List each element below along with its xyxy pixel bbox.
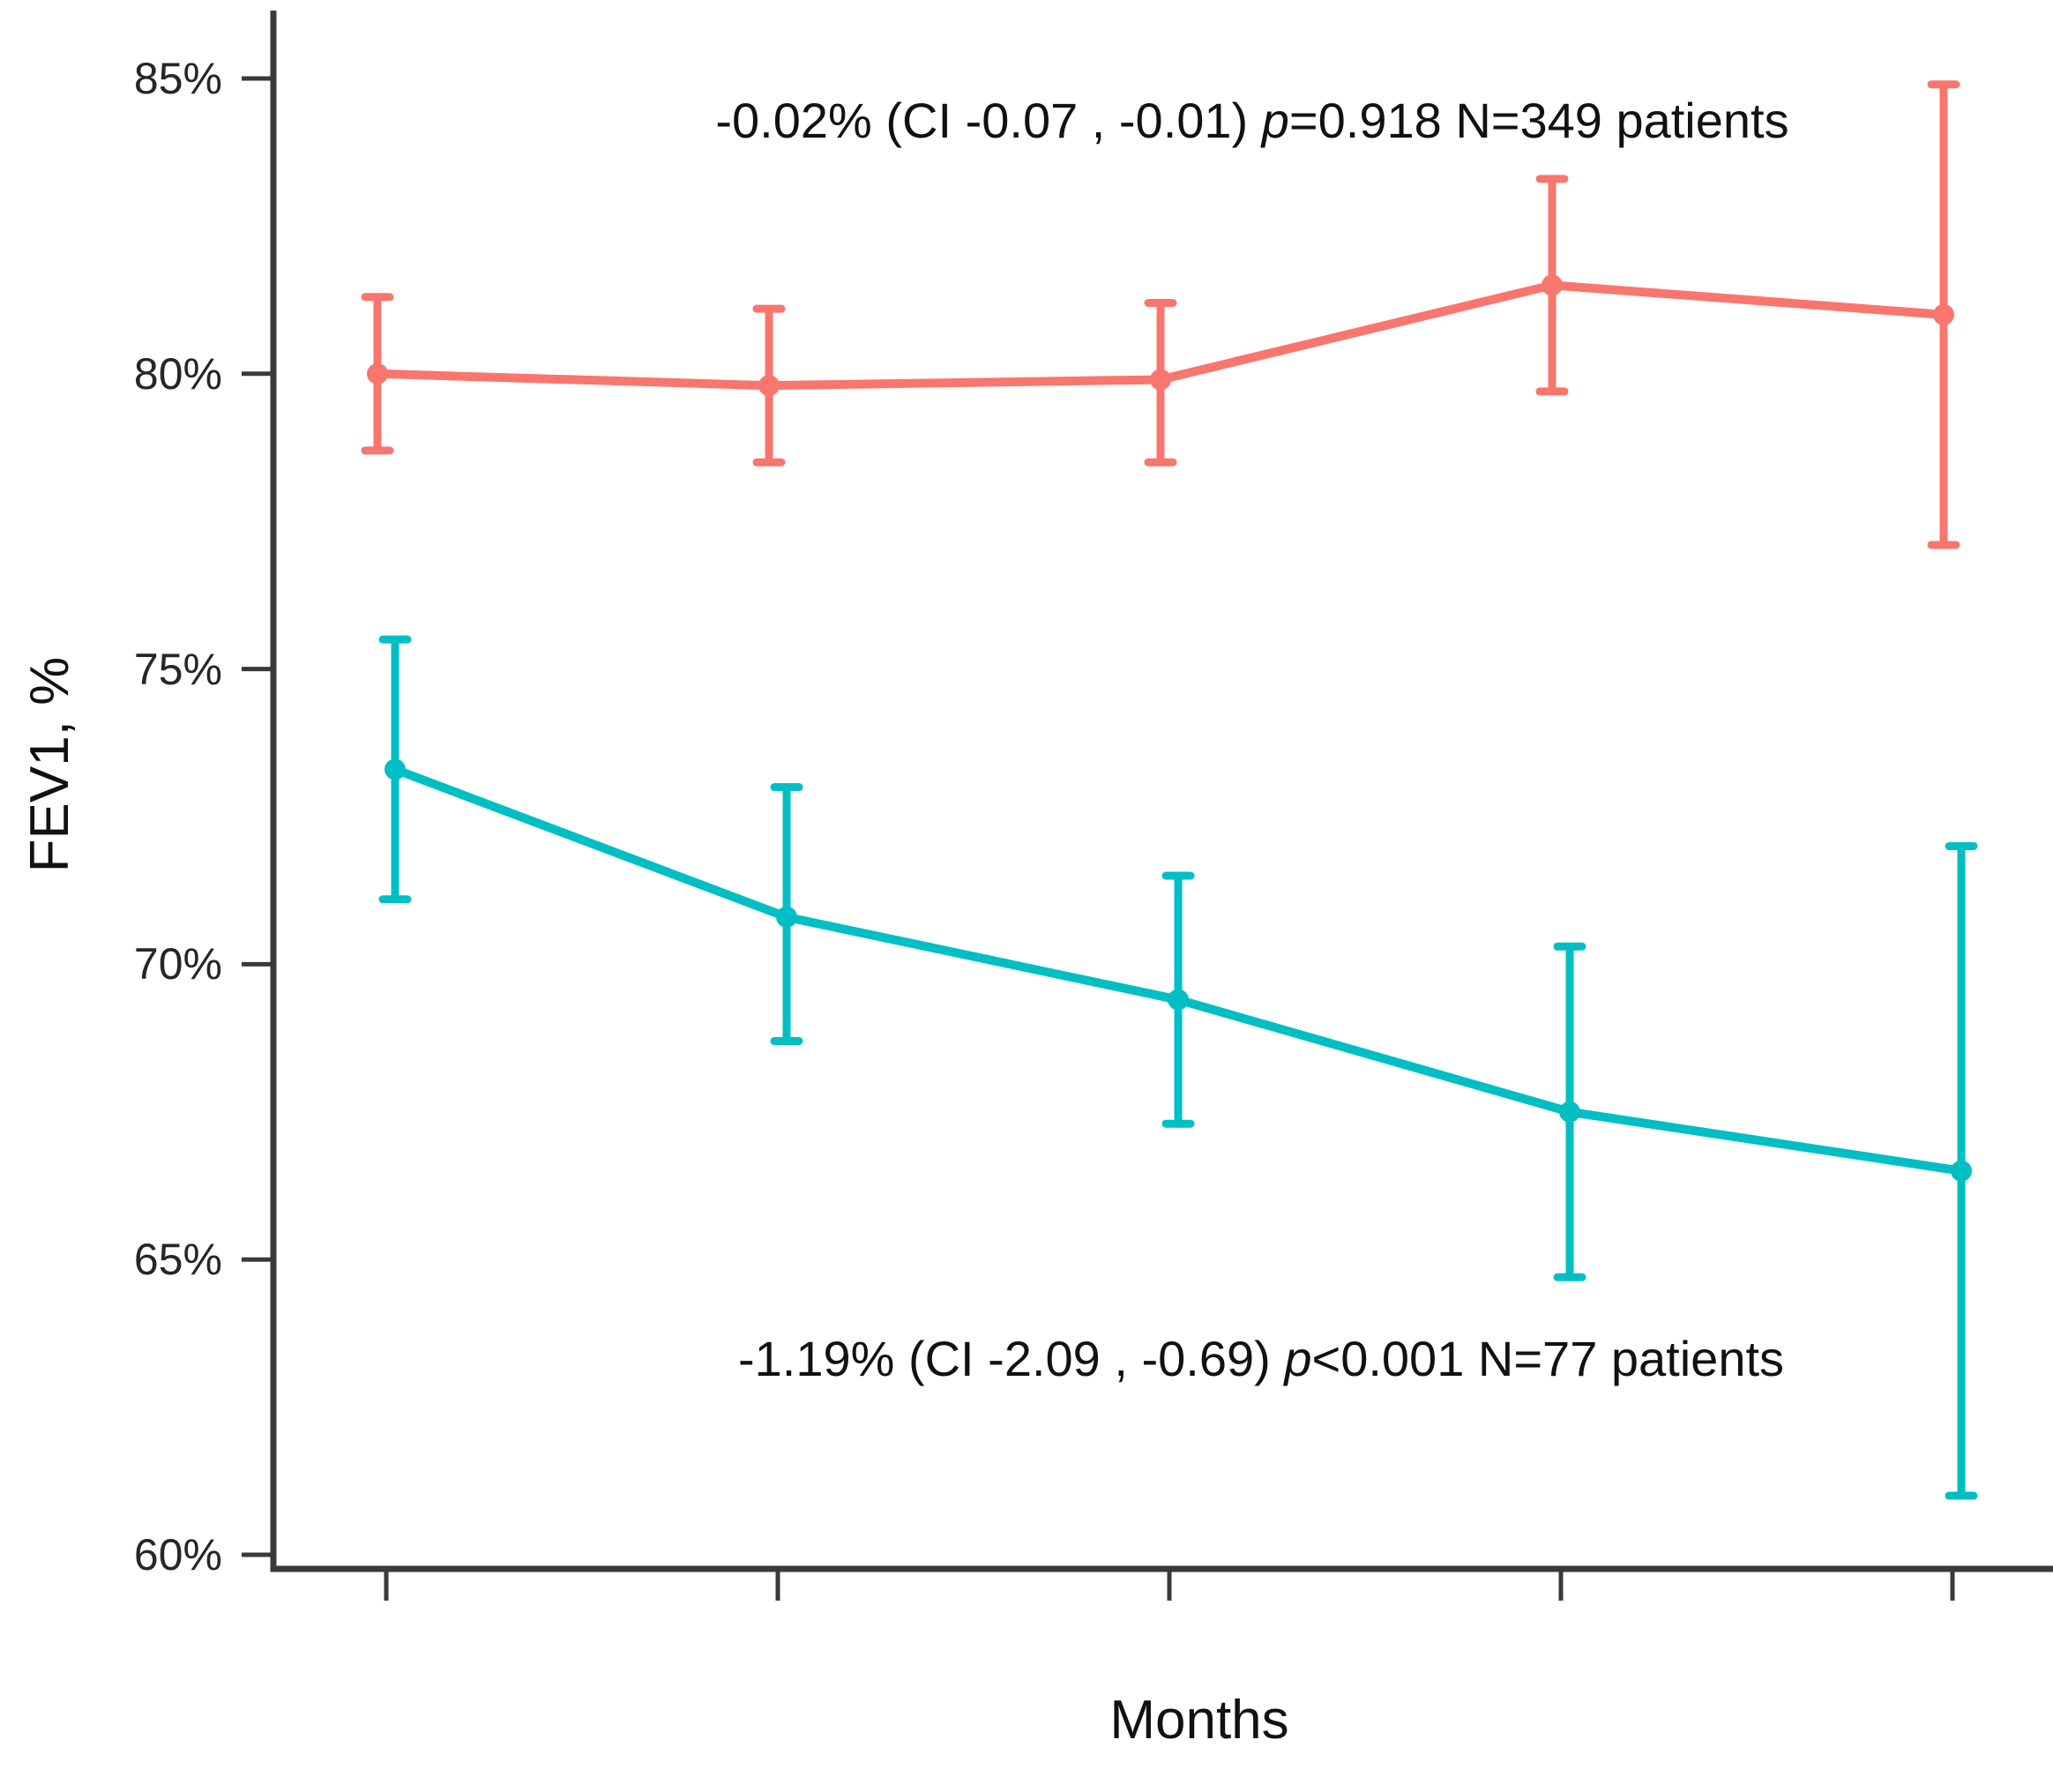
y-tick-label-80: 80%: [133, 348, 222, 399]
annotation-p-symbol: p: [1261, 93, 1289, 148]
data-point: [1951, 1160, 1972, 1182]
y-tick-label-85: 85%: [133, 54, 222, 103]
data-point: [1168, 989, 1189, 1011]
data-point: [1933, 303, 1954, 325]
annotation-teal-series: -1.19% (CI -2.09 , -0.69) p<0.001 N=77 p…: [379, 1330, 2053, 1387]
data-point: [776, 906, 797, 928]
data-point: [758, 375, 780, 397]
data-point: [1542, 274, 1563, 296]
y-axis-title: FEV1, %: [19, 656, 80, 873]
y-tick-label-70: 70%: [133, 939, 222, 989]
annotation-p-symbol: p: [1284, 1331, 1312, 1386]
annotation-segment: =0.918 N=349 patients: [1288, 93, 1789, 148]
x-axis-title: Months: [1109, 1690, 1289, 1751]
y-tick-label-75: 75%: [133, 644, 222, 694]
annotation-segment: -1.19% (CI -2.09 , -0.69): [737, 1331, 1285, 1386]
data-point: [1559, 1101, 1580, 1123]
annotation-segment: <0.001 N=77 patients: [1311, 1331, 1785, 1386]
annotation-segment: -0.02% (CI -0.07 , -0.01): [715, 93, 1262, 148]
y-tick-label-60: 60%: [133, 1530, 222, 1579]
data-point: [384, 758, 406, 780]
annotation-red-series: -0.02% (CI -0.07 , -0.01) p=0.918 N=349 …: [370, 92, 2053, 149]
data-point: [1150, 369, 1171, 391]
y-tick-label-65: 65%: [133, 1235, 222, 1285]
data-point: [367, 362, 388, 385]
